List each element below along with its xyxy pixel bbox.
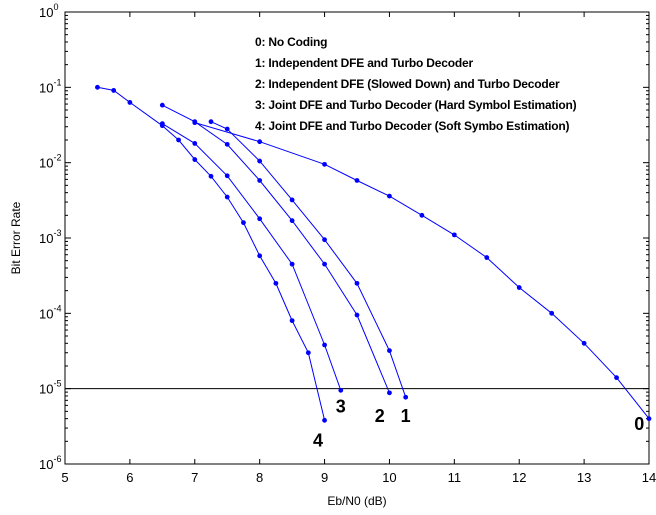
data-point-2 [257,178,263,183]
data-point-2 [354,312,360,318]
x-tick-label: 7 [191,470,198,485]
data-point-1 [224,126,230,132]
data-point-1 [403,394,409,400]
legend-entry: 1: Independent DFE and Turbo Decoder [255,56,473,70]
x-tick-label: 8 [256,470,263,485]
data-point-1 [208,119,214,125]
data-point-2 [322,261,327,267]
data-point-0 [484,255,490,260]
y-axis-label: Bit Error Rate [9,201,23,274]
data-point-1 [322,237,327,243]
y-tick-label: 10-6 [39,454,61,472]
x-tick-label: 12 [512,470,526,485]
data-point-4 [159,123,165,129]
curve-labels: 0 12 34 [313,396,644,450]
axis-ticks [64,11,650,465]
data-point-1 [354,280,360,286]
series-line-0 [194,122,650,419]
data-point-4 [224,194,230,200]
data-point-0 [516,285,522,290]
data-point-3 [289,261,295,267]
series-group [95,84,652,423]
data-point-1 [257,158,263,164]
data-point-3 [192,141,198,146]
x-axis-label: Eb/N0 (dB) [327,494,386,508]
curve-label-1: 1 [401,406,411,426]
data-point-2 [387,390,392,396]
x-tick-label: 10 [382,470,396,485]
legend-entry: 2: Independent DFE (Slowed Down) and Tur… [255,77,560,91]
x-tick-label: 11 [448,470,462,485]
data-point-4 [127,100,133,105]
y-tick-label: 100 [39,2,58,20]
legend-entry: 4: Joint DFE and Turbo Decoder (Soft Sym… [255,119,570,133]
data-point-3 [257,216,263,222]
y-tick-labels: 100 10-1 10-2 10-3 10-4 10-5 10-6 [39,2,61,472]
data-point-2 [192,119,198,125]
y-tick-label: 10-5 [39,379,61,397]
series-line-3 [162,123,342,391]
legend: 0: No Coding 1: Independent DFE and Turbo… [255,35,577,133]
y-tick-label: 10-4 [39,303,61,321]
data-point-4 [176,137,181,143]
data-point-4 [208,173,214,179]
data-point-0 [257,139,263,145]
data-point-4 [241,220,246,226]
data-point-0 [549,310,555,316]
data-point-0 [451,232,457,238]
data-point-4 [273,280,279,286]
y-tick-label: 10-2 [39,153,61,171]
data-point-3 [322,342,327,348]
data-point-0 [354,178,360,183]
series-line-1 [210,121,407,398]
curve-label-0: 0 [634,414,644,434]
data-point-4 [192,157,198,162]
data-point-0 [387,193,392,199]
x-tick-labels: 5 6 7 8 9 10 11 12 13 14 [61,470,656,485]
curve-label-4: 4 [313,431,323,451]
data-point-1 [387,348,392,354]
legend-entry: 3: Joint DFE and Turbo Decoder (Hard Sym… [255,98,577,112]
data-point-2 [289,218,295,224]
series-line-4 [97,86,326,421]
x-tick-label: 9 [321,470,328,485]
data-point-2 [224,141,230,147]
data-point-4 [95,84,100,90]
data-point-4 [111,88,117,93]
y-tick-label: 10-1 [39,77,61,95]
data-point-0 [614,375,619,381]
data-point-4 [257,253,263,259]
data-point-4 [322,417,327,423]
legend-entry: 0: No Coding [255,35,327,49]
data-point-4 [305,350,311,356]
curve-label-2: 2 [375,406,385,426]
data-point-1 [289,197,295,203]
data-point-0 [322,161,327,167]
data-point-0 [581,340,587,346]
data-point-3 [338,387,344,393]
data-point-0 [419,212,425,218]
x-tick-label: 6 [126,470,133,485]
x-tick-label: 14 [642,470,656,485]
data-point-3 [224,173,230,179]
x-tick-label: 13 [577,470,591,485]
series-line-2 [162,104,390,393]
x-tick-label: 5 [61,470,68,485]
data-point-4 [289,318,295,324]
curve-label-3: 3 [336,396,346,416]
y-tick-label: 10-3 [39,228,61,246]
data-point-0 [646,416,652,422]
data-point-2 [159,102,165,108]
